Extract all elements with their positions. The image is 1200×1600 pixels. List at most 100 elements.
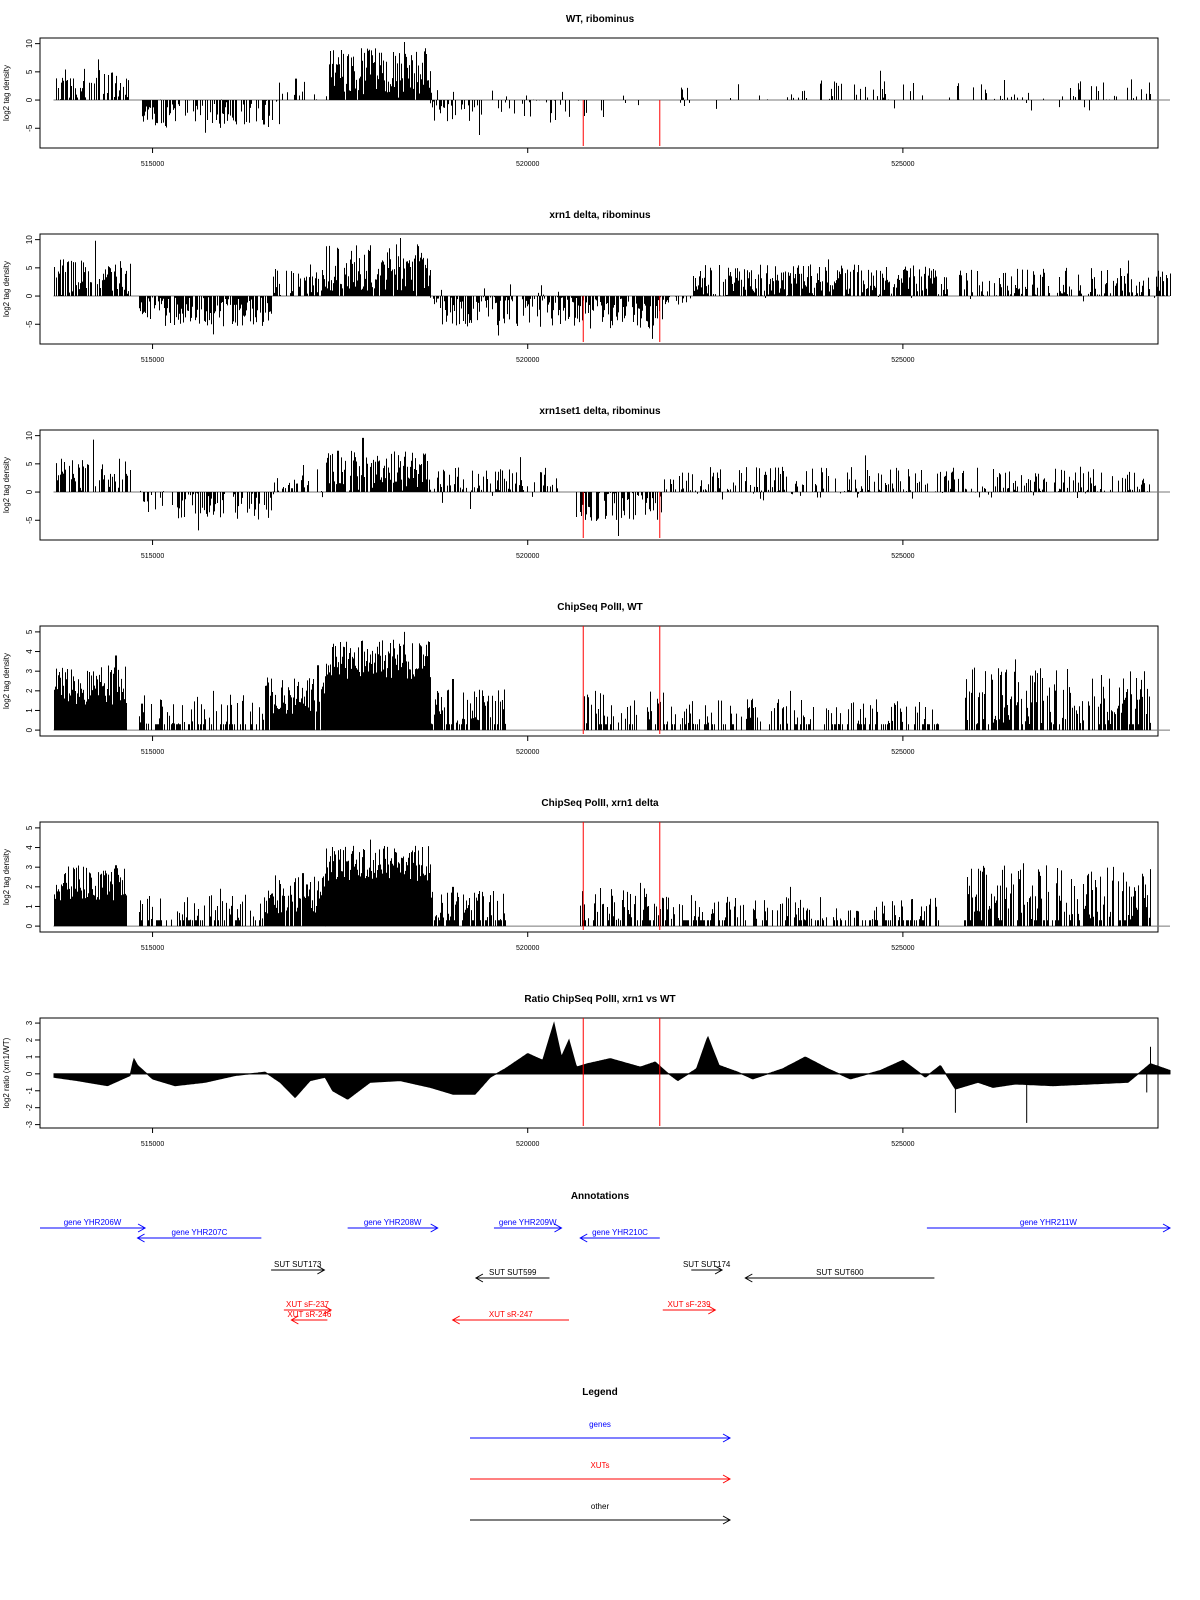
annotation-xut: XUT sF-237 (283, 1300, 333, 1315)
legend-item: other (470, 1502, 732, 1525)
arrowhead-icon (744, 1273, 753, 1283)
annotation-xut: XUT sR-247 (451, 1310, 569, 1325)
y-tick-label: 0 (25, 1071, 34, 1076)
annotation-gene: gene YHR206W (40, 1218, 147, 1233)
legend-label: genes (589, 1420, 611, 1429)
y-axis-label: log2 tag density (2, 849, 11, 905)
x-tick-label: 520000 (516, 357, 539, 364)
y-tick-label: 1 (25, 904, 34, 909)
y-axis-label: log2 tag density (2, 457, 11, 513)
legend-title: Legend (582, 1387, 618, 1398)
arrowhead-icon (317, 1265, 326, 1275)
signal-bars (56, 437, 1150, 537)
y-tick-label: 1 (25, 1054, 34, 1059)
y-axis-label: log2 ratio (xrn1/WT) (2, 1037, 11, 1108)
y-tick-label: 3 (25, 668, 34, 673)
annotation-other: SUT SUT600 (744, 1268, 935, 1283)
y-tick-label: 10 (25, 235, 34, 244)
y-tick-label: 2 (25, 884, 34, 889)
feature-label: XUT sF-237 (286, 1300, 330, 1309)
annotation-gene: gene YHR209W (493, 1218, 563, 1233)
feature-label: SUT SUT599 (489, 1268, 537, 1277)
y-tick-label: 0 (25, 489, 34, 494)
y-tick-label: 5 (25, 461, 34, 466)
legend-label: XUTs (590, 1461, 609, 1470)
signal-bars (54, 237, 1171, 339)
plot-frame (39, 37, 1159, 149)
arrowhead-icon (722, 1433, 732, 1443)
x-tick-label: 520000 (516, 749, 539, 756)
feature-label: gene YHR206W (64, 1218, 122, 1227)
x-tick-label: 520000 (516, 553, 539, 560)
chart-title: ChipSeq PolII, WT (557, 602, 643, 613)
chart-panel-6: Ratio ChipSeq PolII, xrn1 vs WT -3 -2 -1 0 1 2… (2, 994, 1171, 1148)
plot-frame (39, 429, 1159, 541)
x-tick-label: 525000 (891, 945, 914, 952)
x-tick-label: 520000 (516, 945, 539, 952)
arrowhead-icon (136, 1233, 145, 1243)
arrowhead-icon (323, 1305, 333, 1315)
chart-title: Ratio ChipSeq PolII, xrn1 vs WT (524, 994, 675, 1005)
y-tick-label: 0 (25, 97, 34, 102)
y-tick-label: 3 (25, 864, 34, 869)
y-tick-label: 5 (25, 265, 34, 270)
arrowhead-icon (554, 1223, 563, 1233)
x-tick-label: 520000 (516, 1141, 539, 1148)
feature-label: gene YHR210C (592, 1228, 648, 1237)
y-tick-label: 0 (25, 727, 34, 732)
annotation-other: SUT SUT173 (271, 1260, 326, 1275)
y-tick-label: 10 (25, 431, 34, 440)
arrowhead-icon (474, 1273, 484, 1283)
ratio-area (53, 1021, 1171, 1100)
x-tick-label: 515000 (141, 161, 164, 168)
arrowhead-icon (714, 1265, 724, 1275)
feature-label: SUT SUT600 (816, 1268, 864, 1277)
y-tick-label: 2 (25, 1037, 34, 1042)
arrowhead-icon (722, 1515, 732, 1525)
chart-panel-1: WT, ribominus -5 0 5 10 log2 tag density 51500… (2, 14, 1171, 168)
y-tick-label: -3 (25, 1121, 34, 1129)
feature-label: gene YHR211W (1020, 1218, 1078, 1227)
y-tick-label: 4 (25, 845, 34, 850)
legend-item: genes (470, 1420, 732, 1443)
annotations-title: Annotations (571, 1191, 630, 1202)
plot-frame (39, 821, 1159, 933)
annotation-gene: gene YHR208W (347, 1218, 439, 1233)
feature-label: XUT sR-247 (489, 1310, 533, 1319)
legend-label: other (591, 1502, 610, 1511)
legend-panel: Legend genes XUTs other (470, 1387, 732, 1525)
x-tick-label: 525000 (891, 1141, 914, 1148)
feature-label: SUT SUT173 (274, 1260, 322, 1269)
plot-frame (39, 625, 1159, 737)
feature-label: XUT sF-239 (668, 1300, 712, 1309)
y-tick-label: -5 (25, 124, 34, 132)
chart-title: ChipSeq PolII, xrn1 delta (541, 798, 659, 809)
feature-label: XUT sR-246 (287, 1310, 331, 1319)
signal-bars (54, 839, 1151, 927)
annotation-xut: XUT sR-246 (287, 1310, 332, 1325)
annotation-other: SUT SUT174 (683, 1260, 731, 1275)
y-tick-label: 3 (25, 1020, 34, 1025)
y-tick-label: 2 (25, 688, 34, 693)
chart-panel-3: xrn1set1 delta, ribominus -5 0 5 10 log2 tag … (2, 406, 1171, 560)
y-tick-label: -1 (25, 1087, 34, 1095)
arrowhead-icon (579, 1233, 588, 1243)
x-tick-label: 515000 (141, 357, 164, 364)
arrowhead-icon (1162, 1223, 1172, 1233)
chart-title: WT, ribominus (566, 14, 635, 25)
feature-label: gene YHR207C (172, 1228, 228, 1237)
arrowhead-icon (451, 1315, 460, 1325)
arrowhead-icon (430, 1223, 439, 1233)
y-tick-label: 5 (25, 629, 34, 634)
y-tick-label: -5 (25, 320, 34, 328)
y-axis-label: log2 tag density (2, 65, 11, 121)
y-axis-label: log2 tag density (2, 261, 11, 317)
annotations-panel: Annotations gene YHR206W gene YHR207C gene … (40, 1191, 1172, 1325)
chart-title: xrn1set1 delta, ribominus (539, 406, 661, 417)
chart-panel-2: xrn1 delta, ribominus -5 0 5 10 log2 tag dens… (2, 210, 1171, 364)
legend-item: XUTs (470, 1461, 732, 1484)
y-axis-label: log2 tag density (2, 653, 11, 709)
arrowhead-icon (137, 1223, 147, 1233)
y-tick-label: 0 (25, 923, 34, 928)
